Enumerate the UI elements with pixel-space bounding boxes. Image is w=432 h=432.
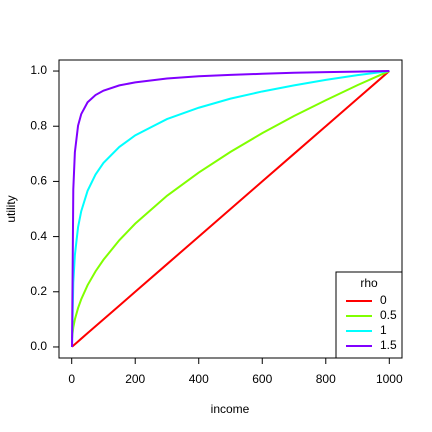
- y-tick-label: 0.6: [30, 174, 47, 188]
- series-line: [71, 70, 390, 348]
- series-line: [71, 70, 390, 339]
- y-tick-label: 0.0: [30, 339, 47, 353]
- y-axis-label: utility: [4, 195, 18, 222]
- y-tick-label: 1.0: [30, 63, 47, 77]
- y-tick-label: 0.8: [30, 118, 47, 132]
- plot-box: [58, 59, 403, 359]
- legend-label: 0.5: [380, 308, 397, 322]
- x-tick-label: 200: [125, 372, 145, 386]
- series-line: [71, 70, 390, 347]
- x-tick-label: 1000: [376, 372, 403, 386]
- series-line: [71, 70, 390, 347]
- x-tick-label: 600: [252, 372, 272, 386]
- y-tick-label: 0.4: [30, 229, 47, 243]
- x-tick-label: 400: [189, 372, 209, 386]
- x-tick-label: 0: [68, 372, 75, 386]
- legend-label: 1.5: [380, 338, 397, 352]
- legend-label: 1: [380, 323, 387, 337]
- x-axis-label: income: [211, 402, 250, 416]
- legend-label: 0: [380, 293, 387, 307]
- y-tick-label: 0.2: [30, 284, 47, 298]
- x-tick-label: 800: [316, 372, 336, 386]
- legend-title: rho: [360, 276, 378, 290]
